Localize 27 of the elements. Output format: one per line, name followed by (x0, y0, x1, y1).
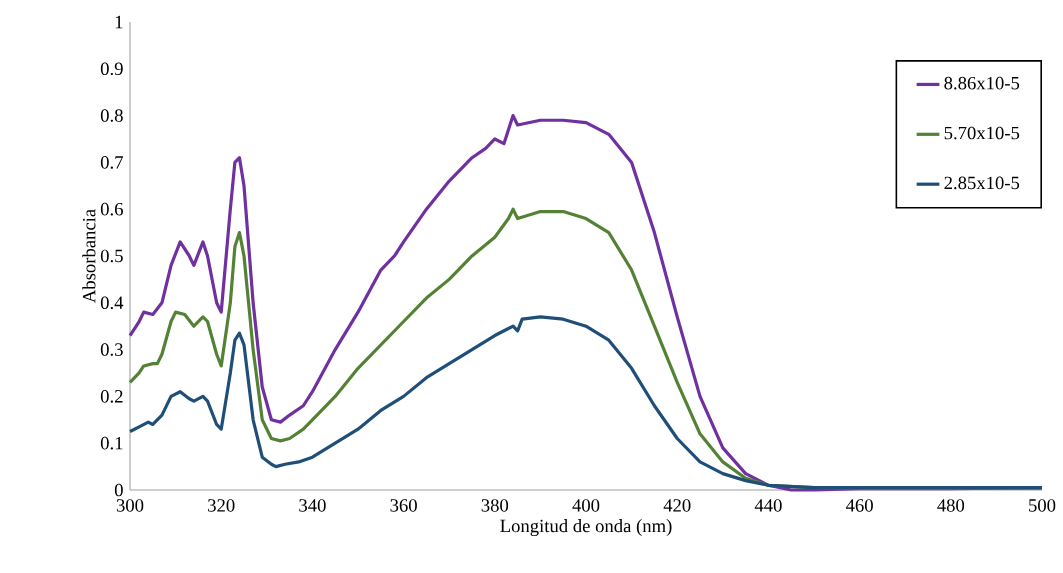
y-tick-label: 0 (114, 483, 123, 497)
legend-label: 5.70x10-5 (944, 126, 1020, 140)
x-axis-title: Longitud de onda (nm) (500, 519, 672, 537)
x-tick-label: 300 (116, 499, 144, 512)
y-tick-label: 0.3 (100, 343, 123, 356)
x-tick-label: 440 (754, 499, 782, 512)
x-tick-label: 460 (845, 499, 873, 512)
y-tick-label: 0.9 (100, 62, 123, 76)
y-tick-label: 0.5 (100, 249, 123, 263)
y-axis-title: Absorbancia (82, 209, 96, 303)
x-tick-label: 360 (390, 499, 417, 512)
x-tick-label: 480 (937, 499, 965, 512)
y-tick-label: 1 (115, 15, 123, 29)
y-tick-label: 0.2 (100, 390, 123, 403)
x-tick-label: 500 (1029, 499, 1056, 512)
x-tick-label: 420 (663, 499, 691, 512)
legend-label: 8.86x10-5 (944, 76, 1020, 90)
y-tick-label: 0.6 (100, 202, 123, 216)
x-tick-label: 380 (481, 499, 509, 512)
y-tick-label: 0.4 (100, 296, 124, 310)
y-tick-label: 0.7 (100, 156, 123, 169)
x-tick-label: 320 (208, 499, 235, 512)
x-tick-label: 340 (299, 499, 326, 512)
y-tick-label: 0.8 (100, 109, 123, 122)
x-tick-label: 400 (572, 499, 600, 512)
legend-label: 2.85x10-5 (944, 176, 1020, 190)
y-tick-label: 0.1 (100, 436, 123, 450)
